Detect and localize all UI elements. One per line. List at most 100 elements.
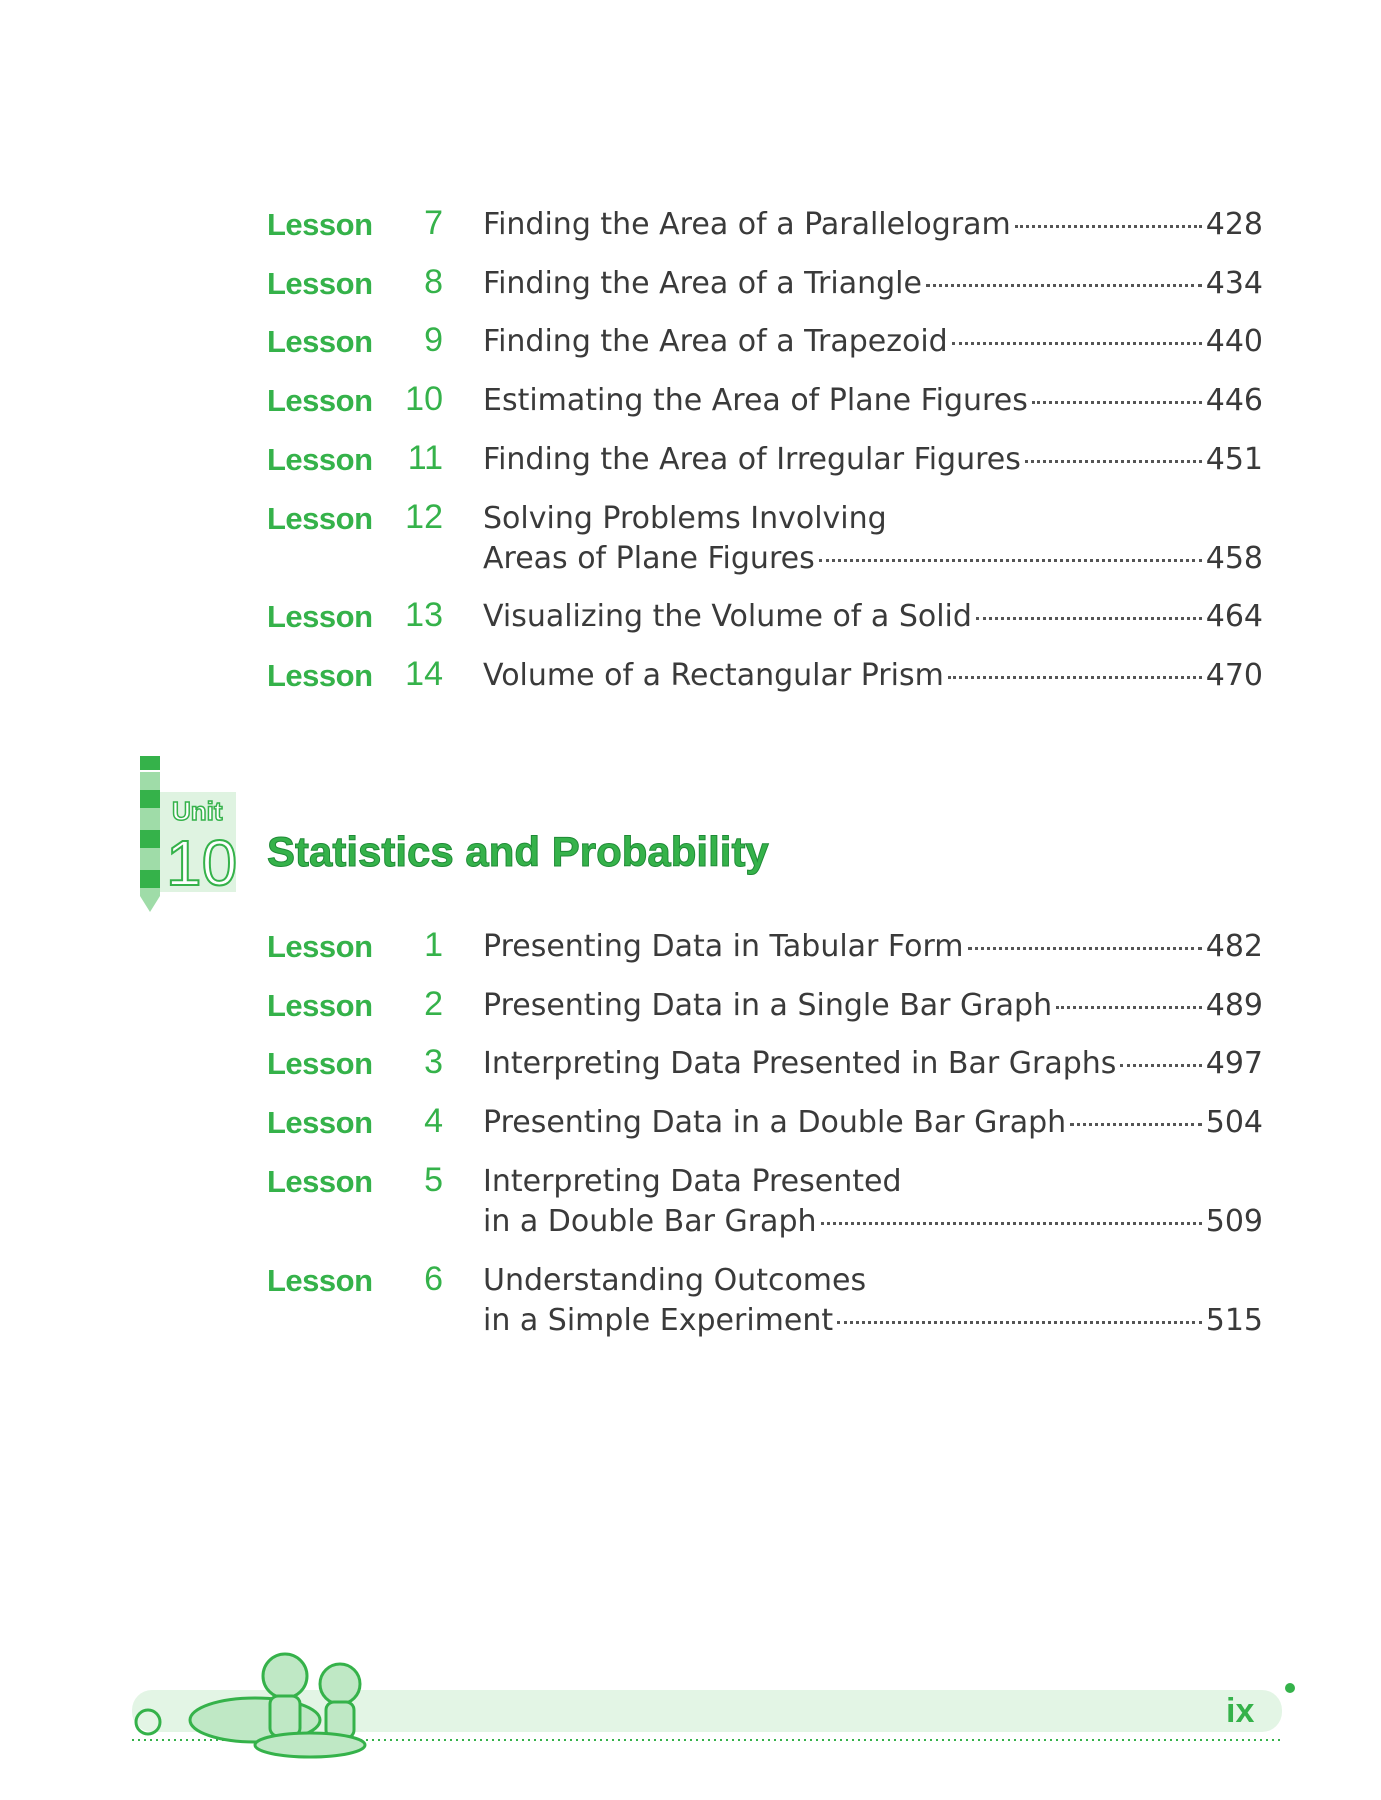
entry-line: Visualizing the Volume of a Solid 464 bbox=[483, 599, 1263, 634]
lesson-title: Finding the Area of a Triangle bbox=[483, 265, 922, 301]
lesson-number: 11 bbox=[407, 438, 443, 477]
lesson-number: 13 bbox=[405, 596, 443, 635]
page-ref: 434 bbox=[1205, 265, 1263, 301]
lesson-title: in a Simple Experiment bbox=[483, 1302, 834, 1338]
dot-leader bbox=[818, 558, 1202, 562]
lesson-title: Presenting Data in Tabular Form bbox=[483, 929, 964, 964]
lesson-label: Lesson bbox=[267, 1105, 373, 1141]
kids-illustration bbox=[134, 1652, 367, 1759]
dot-leader bbox=[947, 675, 1202, 679]
lesson-title: in a Double Bar Graph bbox=[483, 1203, 817, 1239]
entry-line: Presenting Data in Tabular Form 482 bbox=[483, 929, 1263, 964]
lesson-title: Volume of a Rectangular Prism bbox=[483, 657, 944, 693]
unit-pencil bbox=[140, 756, 236, 912]
lesson-number: 1 bbox=[424, 926, 443, 964]
lesson-number: 7 bbox=[424, 204, 443, 242]
entry-line: in a Double Bar Graph 509 bbox=[483, 1204, 1263, 1239]
lesson-label: Lesson bbox=[267, 599, 373, 635]
page-ref: 440 bbox=[1205, 324, 1263, 360]
dot-leader bbox=[975, 617, 1202, 621]
entry-line: Estimating the Area of Plane Figures 446 bbox=[483, 383, 1263, 418]
unit-label: Unit bbox=[172, 796, 223, 826]
lesson-label: Lesson bbox=[267, 657, 373, 693]
lesson-number: 6 bbox=[424, 1259, 443, 1298]
entry-line: Presenting Data in a Single Bar Graph 489 bbox=[483, 988, 1263, 1023]
page-ref: 489 bbox=[1205, 987, 1263, 1023]
lesson-title: Finding the Area of a Trapezoid bbox=[483, 324, 948, 360]
lesson-label: Lesson bbox=[267, 500, 373, 536]
lesson-label: Lesson bbox=[267, 207, 373, 242]
lesson-title: Finding the Area of Irregular Figures bbox=[483, 441, 1021, 477]
dot-leader bbox=[1014, 225, 1202, 228]
dot-leader bbox=[1070, 1123, 1202, 1127]
entry-line: Understanding Outcomes bbox=[483, 1263, 1263, 1298]
lesson-title: Areas of Plane Figures bbox=[483, 540, 815, 576]
lesson-title: Interpreting Data Presented bbox=[483, 1163, 902, 1199]
lesson-label: Lesson bbox=[267, 441, 373, 477]
lesson-label: Lesson bbox=[267, 1046, 373, 1082]
dot-leader bbox=[1120, 1064, 1202, 1068]
lesson-number: 8 bbox=[424, 262, 443, 301]
entry-line: Finding the Area of a Triangle 434 bbox=[483, 266, 1263, 301]
entry-line: Solving Problems Involving bbox=[483, 501, 1263, 536]
unit-number: 10 bbox=[166, 827, 237, 899]
entry-line: Finding the Area of Irregular Figures 451 bbox=[483, 442, 1263, 477]
page-ref: 515 bbox=[1205, 1302, 1263, 1338]
lesson-label: Lesson bbox=[267, 324, 373, 360]
page-ref: 504 bbox=[1205, 1105, 1263, 1141]
dot-leader bbox=[925, 283, 1202, 287]
entry-line: Areas of Plane Figures 458 bbox=[483, 541, 1263, 576]
entry-line: Interpreting Data Presented in Bar Graph… bbox=[483, 1046, 1263, 1081]
unit-title: Statistics and Probability bbox=[267, 828, 770, 876]
lesson-number: 12 bbox=[405, 497, 443, 536]
lesson-title: Visualizing the Volume of a Solid bbox=[483, 599, 972, 635]
page-ref: 482 bbox=[1205, 929, 1263, 964]
page-ref: 470 bbox=[1205, 657, 1263, 693]
lesson-number: 3 bbox=[424, 1043, 443, 1082]
lesson-number: 4 bbox=[424, 1102, 443, 1141]
lesson-title: Presenting Data in a Single Bar Graph bbox=[483, 987, 1053, 1023]
entry-line: Finding the Area of a Parallelogram 428 bbox=[483, 207, 1263, 242]
lesson-label: Lesson bbox=[267, 265, 373, 301]
dot-leader bbox=[1024, 459, 1202, 463]
dot-leader bbox=[1056, 1005, 1202, 1009]
entry-line: Volume of a Rectangular Prism 470 bbox=[483, 658, 1263, 693]
entry-line: Interpreting Data Presented bbox=[483, 1164, 1263, 1199]
dot-leader bbox=[820, 1221, 1202, 1225]
dot-leader bbox=[837, 1320, 1202, 1324]
page-ref: 446 bbox=[1205, 383, 1263, 419]
entry-line: in a Simple Experiment 515 bbox=[483, 1303, 1263, 1338]
lesson-number: 10 bbox=[405, 380, 443, 419]
page-ref: 509 bbox=[1205, 1203, 1263, 1239]
lesson-label: Lesson bbox=[267, 987, 373, 1023]
page-ref: 497 bbox=[1205, 1046, 1263, 1082]
lesson-label: Lesson bbox=[267, 1262, 373, 1298]
dot bbox=[1285, 1683, 1295, 1693]
page-ref: 458 bbox=[1205, 540, 1263, 576]
page-ref: 464 bbox=[1205, 599, 1263, 635]
page-number: ix bbox=[1226, 1692, 1255, 1730]
dot-leader bbox=[967, 947, 1202, 950]
lesson-title: Understanding Outcomes bbox=[483, 1262, 867, 1298]
lesson-number: 14 bbox=[405, 654, 443, 693]
lesson-label: Lesson bbox=[267, 383, 373, 419]
entry-line: Presenting Data in a Double Bar Graph 504 bbox=[483, 1105, 1263, 1140]
page-ref: 428 bbox=[1205, 207, 1263, 242]
lesson-label: Lesson bbox=[267, 929, 373, 964]
footer-band bbox=[132, 1690, 1282, 1732]
lesson-label: Lesson bbox=[267, 1163, 373, 1199]
lesson-title: Presenting Data in a Double Bar Graph bbox=[483, 1105, 1067, 1141]
entry-line: Finding the Area of a Trapezoid 440 bbox=[483, 324, 1263, 359]
lesson-title: Estimating the Area of Plane Figures bbox=[483, 383, 1028, 419]
lesson-number: 2 bbox=[424, 984, 443, 1023]
lesson-title: Interpreting Data Presented in Bar Graph… bbox=[483, 1046, 1117, 1082]
lesson-number: 5 bbox=[424, 1160, 443, 1199]
dot-leader bbox=[1031, 401, 1202, 405]
lesson-title: Finding the Area of a Parallelogram bbox=[483, 207, 1011, 242]
lesson-title: Solving Problems Involving bbox=[483, 500, 887, 536]
page-ref: 451 bbox=[1205, 441, 1263, 477]
lesson-number: 9 bbox=[424, 321, 443, 360]
dot-leader bbox=[951, 342, 1202, 346]
